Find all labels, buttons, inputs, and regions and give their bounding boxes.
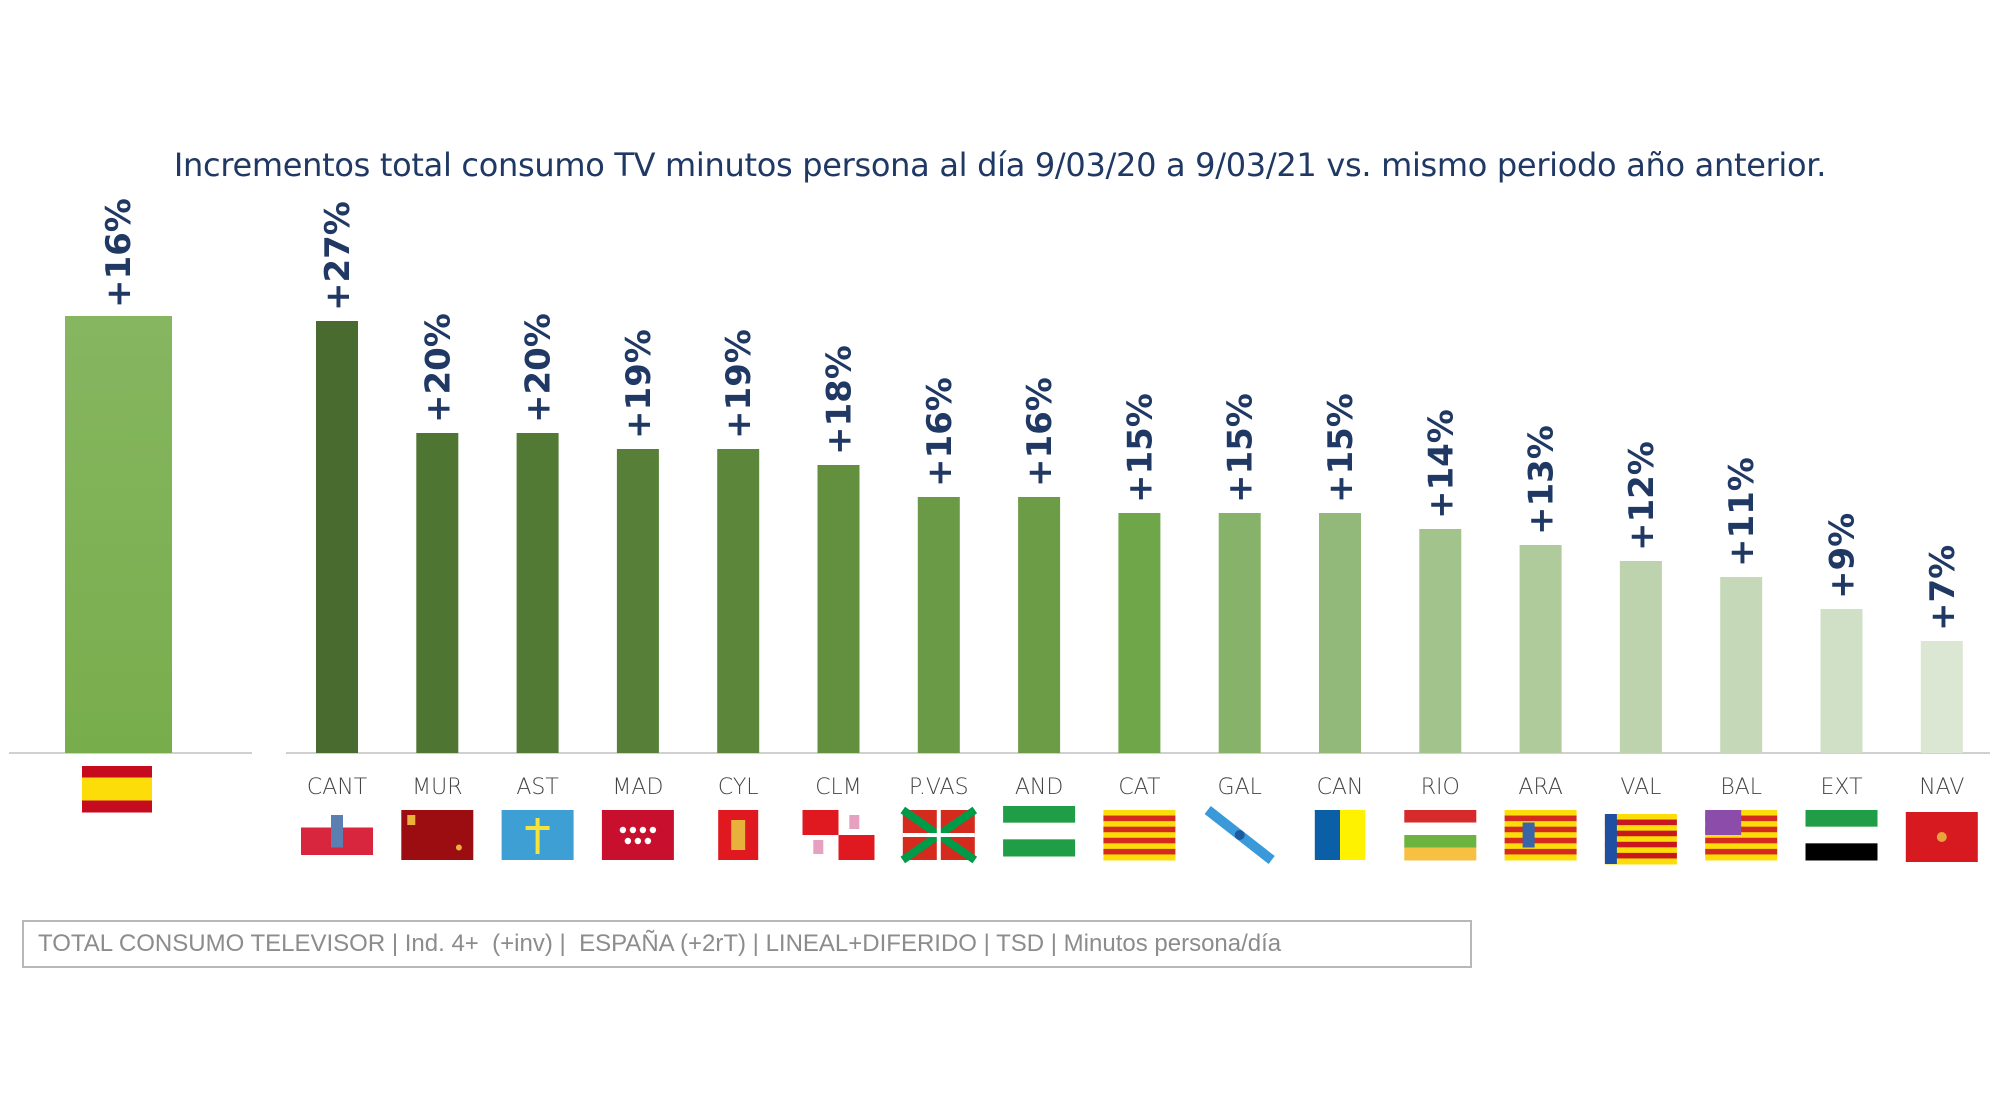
category-label-and: AND [1015,775,1063,800]
category-label-cyl: CYL [718,775,759,800]
category-label-cant: CANT [307,775,367,800]
bar-mur [416,433,459,753]
category-label-gal: GAL [1218,775,1262,800]
bar-mad [616,449,659,753]
category-label-ast: AST [516,775,558,800]
flag-nav-icon [1905,812,1978,862]
bar-clm [817,465,860,753]
bar-rio [1419,529,1462,753]
category-label-clm: CLM [815,775,862,800]
flag-ara-icon [1504,810,1577,861]
category-label-mad: MAD [612,775,663,800]
category-label-cat: CAT [1118,775,1160,800]
flag-bal-icon [1705,810,1778,861]
flag-mur-icon [401,810,474,860]
flag-val-icon [1604,814,1677,865]
bar-val [1619,561,1662,753]
flag-cat-icon [1103,810,1176,861]
bar-cyl [717,449,760,753]
value-label-espana: +16% [99,198,139,308]
bar-and [1018,497,1061,753]
category-label-pvas: P.VAS [909,775,969,800]
value-label-cant: +27% [318,201,358,311]
value-label-val: +12% [1622,441,1662,551]
value-label-mur: +20% [418,313,458,423]
flag-cant-icon [301,815,373,855]
flag-and-icon [1003,806,1076,857]
value-label-pvas: +16% [920,377,960,487]
value-label-ext: +9% [1823,513,1863,599]
category-label-bal: BAL [1720,775,1762,800]
value-label-can: +15% [1321,393,1361,503]
value-label-ast: +20% [519,313,559,423]
value-label-bal: +11% [1722,457,1762,567]
bar-gal [1218,513,1261,753]
bar-pvas [917,497,960,753]
flag-mad-icon [601,810,674,860]
value-label-clm: +18% [820,345,860,455]
value-label-cyl: +19% [719,329,759,439]
bar-bal [1720,577,1763,753]
bar-nav [1920,641,1963,753]
bar-ara [1519,545,1562,753]
bar-ast [516,433,559,753]
value-label-rio: +14% [1421,409,1461,519]
category-label-val: VAL [1620,775,1661,800]
flag-gal-icon [1204,806,1275,864]
flag-rio-icon [1404,810,1477,861]
category-label-ara: ARA [1518,775,1563,800]
flag-clm-icon [802,810,875,860]
category-label-rio: RIO [1421,775,1460,800]
chart-title: Incrementos total consumo TV minutos per… [173,146,1827,184]
flag-can-icon [1314,810,1366,860]
value-label-gal: +15% [1221,393,1261,503]
value-label-and: +16% [1020,377,1060,487]
bar-ext [1820,609,1863,753]
flag-ext-icon [1805,810,1878,861]
category-label-ext: EXT [1820,775,1862,800]
value-label-ara: +13% [1522,425,1562,535]
value-label-cat: +15% [1120,393,1160,503]
bar-cat [1118,513,1161,753]
bar-cant [316,321,358,753]
flag-espana-icon [82,766,152,813]
category-label-mur: MUR [412,775,462,800]
flag-cyl-icon [718,810,759,860]
value-label-mad: +19% [619,329,659,439]
value-label-nav: +7% [1923,545,1963,631]
bar-espana [65,316,172,753]
category-label-can: CAN [1317,775,1364,800]
category-label-nav: NAV [1919,775,1964,800]
bar-can [1319,513,1361,753]
source-note: TOTAL CONSUMO TELEVISOR | Ind. 4+ (+inv)… [22,920,1472,968]
flag-ast-icon [501,810,574,860]
flag-pvas-icon [900,806,978,864]
